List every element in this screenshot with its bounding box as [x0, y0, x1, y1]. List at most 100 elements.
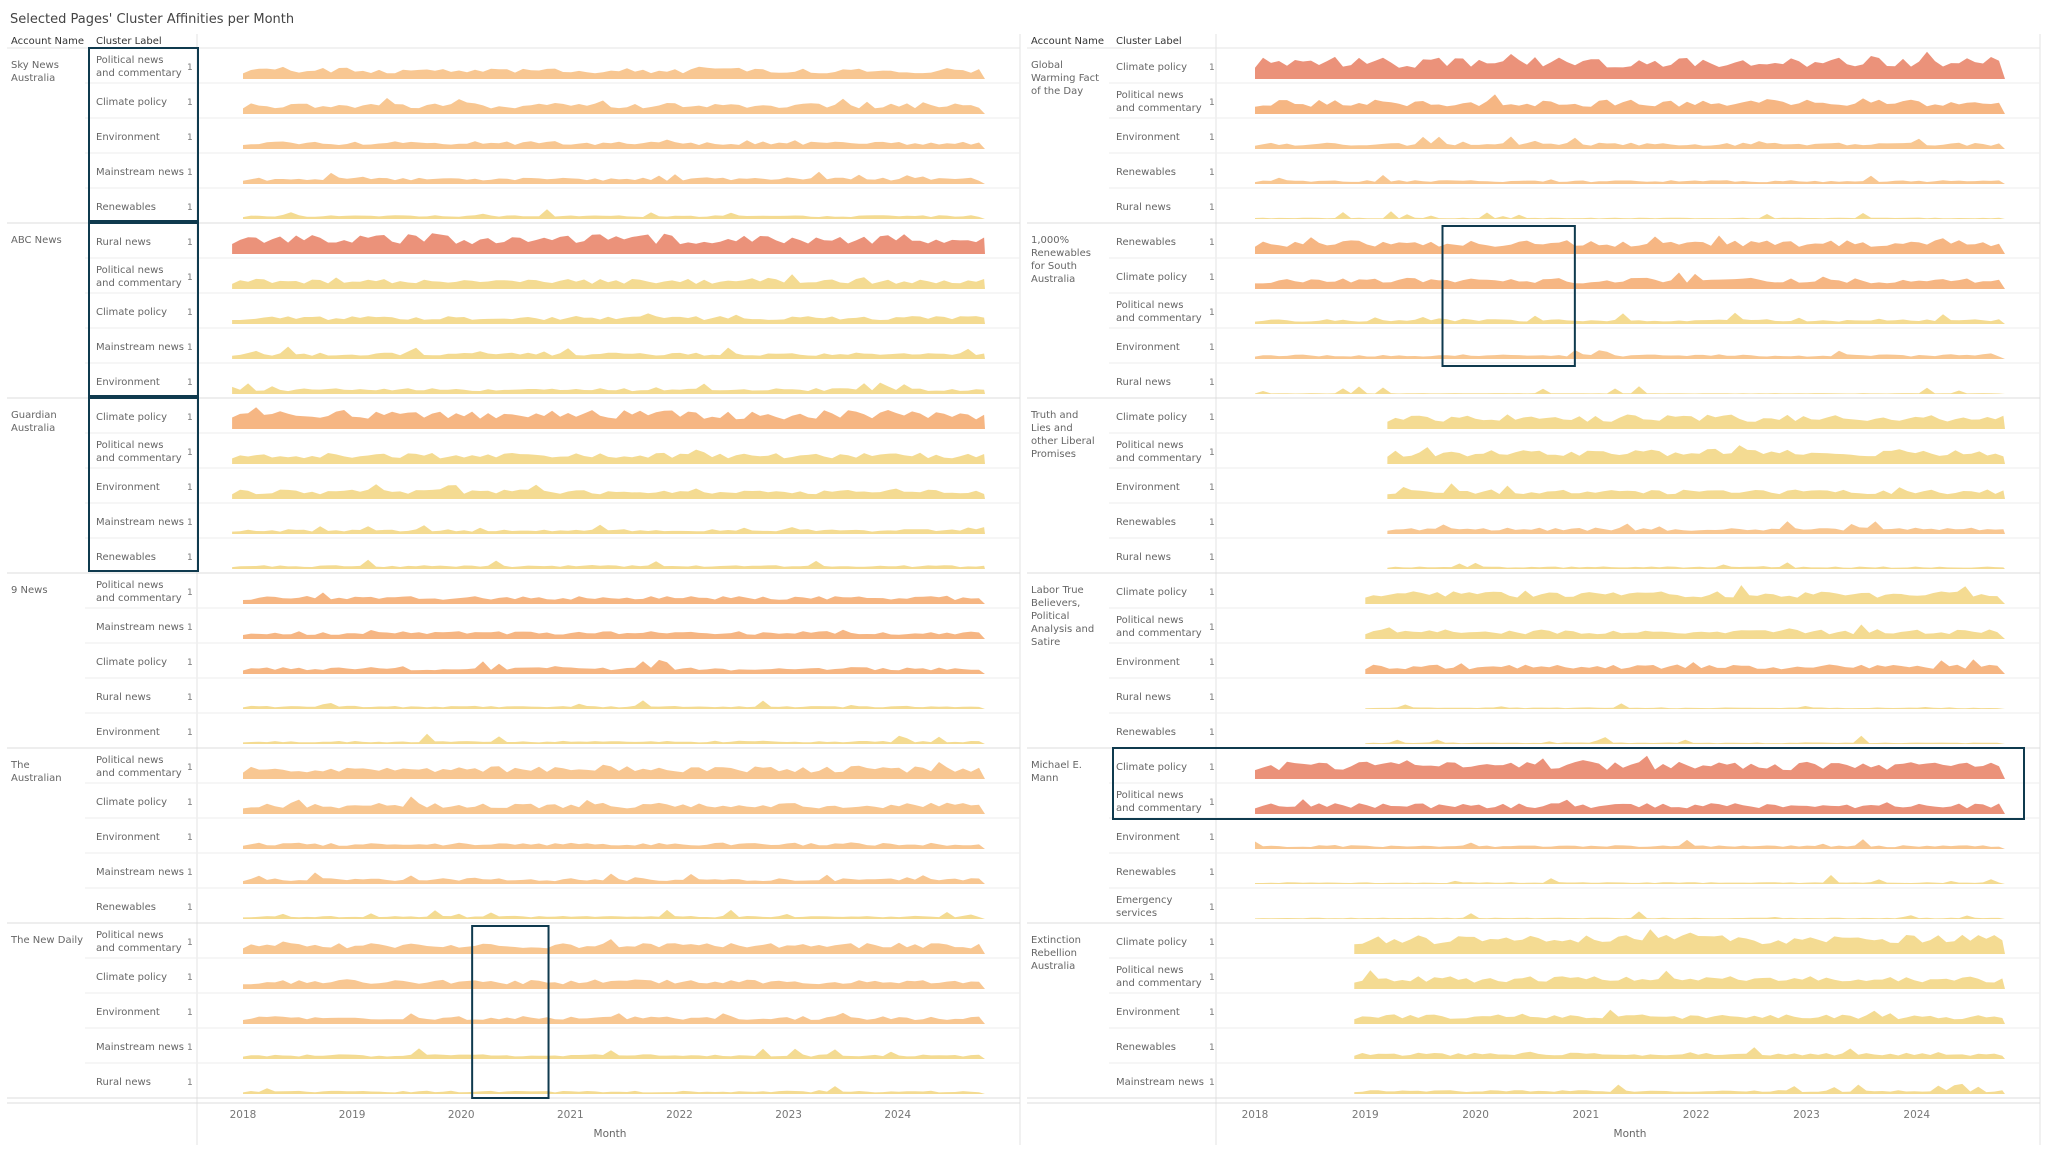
cluster-label: Climate policy: [96, 657, 167, 668]
row-value: 1: [187, 98, 193, 108]
account-name: Mann: [1031, 773, 1058, 784]
area-series: [232, 524, 985, 534]
account-name: Rebellion: [1031, 948, 1077, 959]
account-name: Michael E.: [1031, 760, 1082, 771]
cluster-label: Political news: [96, 440, 164, 451]
cluster-label: Environment: [96, 377, 160, 388]
row-value: 1: [1209, 518, 1215, 528]
cluster-label: Mainstream news: [96, 342, 184, 353]
area-series: [232, 559, 985, 569]
area-series: [232, 407, 985, 429]
cluster-label: and commentary: [1116, 803, 1202, 814]
row-value: 1: [187, 1043, 193, 1053]
cluster-label: and commentary: [96, 453, 182, 464]
cluster-label: Political news: [96, 580, 164, 591]
cluster-label: and commentary: [96, 768, 182, 779]
row-value: 1: [187, 483, 193, 493]
cluster-label: Environment: [1116, 657, 1180, 668]
row-value: 1: [187, 623, 193, 633]
account-name: Sky News: [11, 60, 59, 71]
cluster-label: Political news: [1116, 965, 1184, 976]
row-value: 1: [1209, 1008, 1215, 1018]
cluster-label-header: Cluster Label: [1116, 36, 1182, 47]
x-tick-label: 2020: [448, 1109, 475, 1121]
row-value: 1: [187, 448, 193, 458]
row-value: 1: [1209, 588, 1215, 598]
row-value: 1: [1209, 273, 1215, 283]
cluster-label: Renewables: [1116, 867, 1176, 878]
cluster-label: Rural news: [96, 692, 151, 703]
panel-1: Account Name Cluster Label Sky News Austral…: [7, 34, 1021, 1145]
account-name: Extinction: [1031, 935, 1081, 946]
area-series: [1255, 911, 2005, 919]
cluster-label: Renewables: [1116, 237, 1176, 248]
cluster-label: and commentary: [96, 593, 182, 604]
area-series: [1255, 350, 2005, 359]
area-series: [243, 700, 985, 709]
area-series: [243, 1012, 985, 1024]
account-name: of the Day: [1031, 86, 1083, 97]
row-value: 1: [1209, 448, 1215, 458]
cluster-label: and commentary: [1116, 103, 1202, 114]
area-series: [243, 1048, 985, 1059]
row-value: 1: [1209, 1043, 1215, 1053]
highlight-box: [1441, 225, 1576, 367]
area-series: [1255, 875, 2005, 884]
x-tick-label: 2019: [339, 1109, 366, 1121]
cluster-label-header: Cluster Label: [96, 36, 162, 47]
area-series: [243, 139, 985, 149]
area-series: [1387, 414, 2005, 429]
area-series: [243, 66, 985, 79]
account-name: 1,000%: [1031, 235, 1069, 246]
area-series: [1255, 272, 2005, 289]
row-value: 1: [187, 693, 193, 703]
cluster-label: Climate policy: [1116, 272, 1187, 283]
area-series: [243, 762, 985, 779]
cluster-label: Environment: [96, 832, 160, 843]
account-name: Believers,: [1031, 598, 1080, 609]
area-series: [1387, 445, 2005, 464]
row-value: 1: [187, 1008, 193, 1018]
row-value: 1: [1209, 168, 1215, 178]
account-name: Satire: [1031, 637, 1060, 648]
cluster-label: Political news: [96, 55, 164, 66]
area-series: [1255, 799, 2005, 814]
cluster-label: Mainstream news: [96, 1042, 184, 1053]
row-value: 1: [1209, 798, 1215, 808]
x-tick-label: 2021: [557, 1109, 584, 1121]
cluster-label: Political news: [96, 265, 164, 276]
area-series: [243, 209, 985, 219]
row-value: 1: [187, 343, 193, 353]
area-series: [1365, 659, 2005, 674]
cluster-label: Rural news: [1116, 377, 1171, 388]
cluster-label: Renewables: [1116, 1042, 1176, 1053]
account-name: Global: [1031, 60, 1063, 71]
cluster-label: and commentary: [1116, 978, 1202, 989]
area-series: [232, 346, 985, 359]
cluster-label: Climate policy: [96, 97, 167, 108]
cluster-label: Environment: [1116, 132, 1180, 143]
highlight-box: [1112, 747, 2025, 820]
area-series: [1255, 235, 2005, 254]
highlight-box: [88, 397, 199, 572]
account-name: Guardian: [11, 410, 57, 421]
area-series: [1365, 624, 2005, 639]
area-series: [232, 449, 985, 464]
row-value: 1: [1209, 308, 1215, 318]
row-value: 1: [187, 868, 193, 878]
row-value: 1: [1209, 378, 1215, 388]
cluster-label: Political news: [96, 930, 164, 941]
area-series: [243, 659, 985, 674]
row-value: 1: [1209, 553, 1215, 563]
cluster-label: Political news: [96, 755, 164, 766]
row-value: 1: [1209, 833, 1215, 843]
account-name: Australia: [11, 423, 55, 434]
cluster-label: Renewables: [1116, 167, 1176, 178]
row-value: 1: [1209, 973, 1215, 983]
cluster-label: Rural news: [96, 1077, 151, 1088]
row-value: 1: [187, 938, 193, 948]
account-name: Australian: [11, 773, 62, 784]
row-value: 1: [1209, 483, 1215, 493]
row-value: 1: [187, 728, 193, 738]
cluster-label: and commentary: [96, 68, 182, 79]
